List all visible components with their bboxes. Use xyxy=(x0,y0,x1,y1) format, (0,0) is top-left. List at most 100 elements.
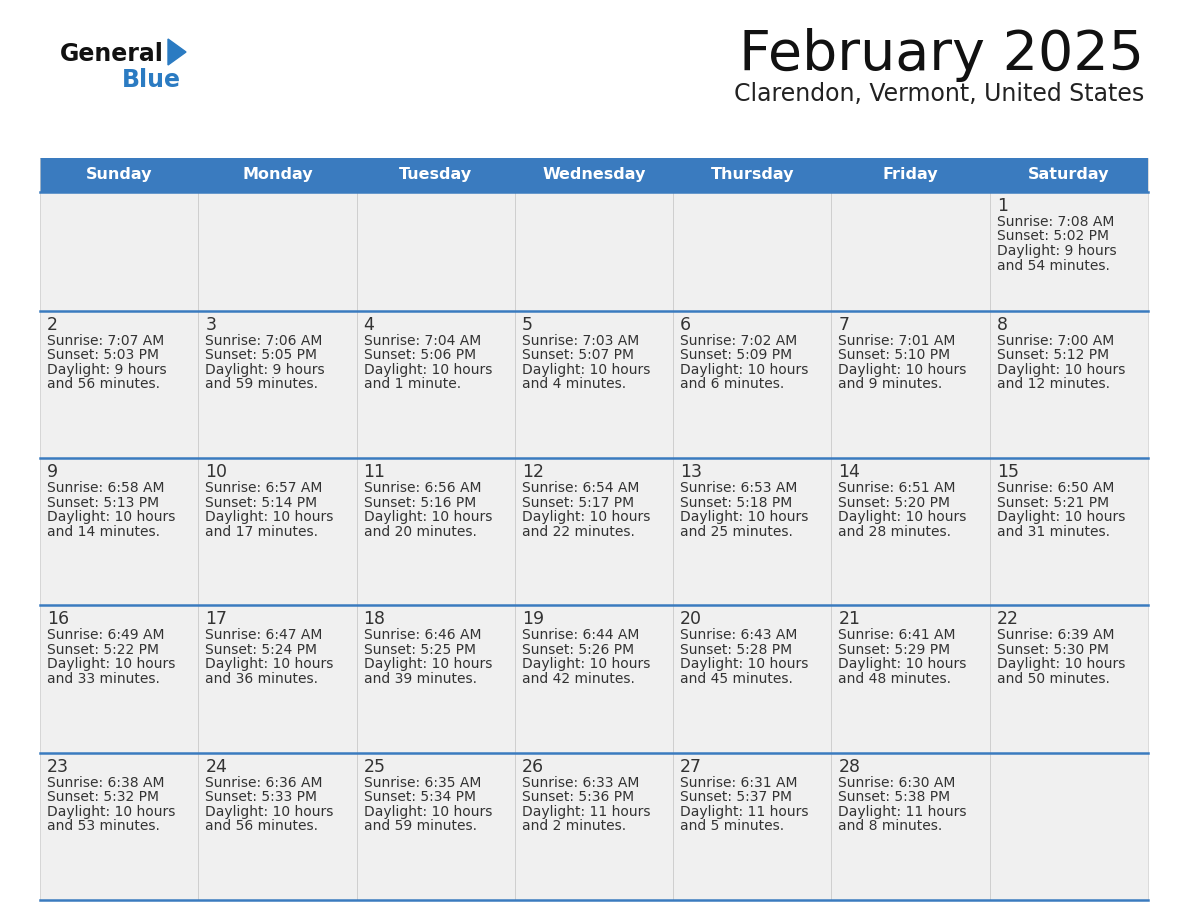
Text: and 36 minutes.: and 36 minutes. xyxy=(206,672,318,686)
Text: Daylight: 10 hours: Daylight: 10 hours xyxy=(681,510,809,524)
Bar xyxy=(356,606,514,753)
Text: 9: 9 xyxy=(48,464,58,481)
Text: Monday: Monday xyxy=(242,167,312,183)
Polygon shape xyxy=(168,39,187,65)
Text: Sunset: 5:30 PM: Sunset: 5:30 PM xyxy=(997,643,1108,657)
Text: 5: 5 xyxy=(522,316,533,334)
Text: 14: 14 xyxy=(839,464,860,481)
Text: and 1 minute.: and 1 minute. xyxy=(364,377,461,391)
Text: Wednesday: Wednesday xyxy=(542,167,646,183)
Text: February 2025: February 2025 xyxy=(739,28,1144,82)
Bar xyxy=(514,753,674,900)
Text: and 56 minutes.: and 56 minutes. xyxy=(48,377,160,391)
Text: Sunset: 5:14 PM: Sunset: 5:14 PM xyxy=(206,496,317,509)
Text: Blue: Blue xyxy=(122,68,181,92)
Text: and 5 minutes.: and 5 minutes. xyxy=(681,819,784,834)
Text: 8: 8 xyxy=(997,316,1007,334)
Text: Sunset: 5:34 PM: Sunset: 5:34 PM xyxy=(364,790,475,804)
Bar xyxy=(674,311,832,458)
Bar xyxy=(990,458,1148,606)
Bar xyxy=(198,311,356,458)
Text: 12: 12 xyxy=(522,464,544,481)
Text: Saturday: Saturday xyxy=(1028,167,1110,183)
Text: Daylight: 10 hours: Daylight: 10 hours xyxy=(364,363,492,377)
Text: and 59 minutes.: and 59 minutes. xyxy=(206,377,318,391)
Text: Tuesday: Tuesday xyxy=(399,167,473,183)
Text: Daylight: 10 hours: Daylight: 10 hours xyxy=(48,657,176,671)
Bar xyxy=(198,753,356,900)
Bar xyxy=(832,458,990,606)
Text: Sunrise: 7:02 AM: Sunrise: 7:02 AM xyxy=(681,334,797,348)
Text: Sunrise: 7:07 AM: Sunrise: 7:07 AM xyxy=(48,334,164,348)
Text: 20: 20 xyxy=(681,610,702,629)
Bar xyxy=(514,311,674,458)
Bar xyxy=(198,192,356,311)
Text: Sunrise: 6:38 AM: Sunrise: 6:38 AM xyxy=(48,776,164,789)
Text: Sunrise: 7:00 AM: Sunrise: 7:00 AM xyxy=(997,334,1114,348)
Text: and 25 minutes.: and 25 minutes. xyxy=(681,525,794,539)
Text: Daylight: 11 hours: Daylight: 11 hours xyxy=(681,805,809,819)
Text: 21: 21 xyxy=(839,610,860,629)
Text: 7: 7 xyxy=(839,316,849,334)
Text: 27: 27 xyxy=(681,757,702,776)
Bar xyxy=(990,192,1148,311)
Text: and 50 minutes.: and 50 minutes. xyxy=(997,672,1110,686)
Text: Sunset: 5:29 PM: Sunset: 5:29 PM xyxy=(839,643,950,657)
Text: Daylight: 10 hours: Daylight: 10 hours xyxy=(364,510,492,524)
Text: and 6 minutes.: and 6 minutes. xyxy=(681,377,784,391)
Text: and 53 minutes.: and 53 minutes. xyxy=(48,819,160,834)
Text: Sunrise: 7:03 AM: Sunrise: 7:03 AM xyxy=(522,334,639,348)
Text: Sunrise: 6:56 AM: Sunrise: 6:56 AM xyxy=(364,481,481,495)
Text: Sunrise: 6:33 AM: Sunrise: 6:33 AM xyxy=(522,776,639,789)
Text: 6: 6 xyxy=(681,316,691,334)
Text: General: General xyxy=(61,42,164,66)
Text: and 56 minutes.: and 56 minutes. xyxy=(206,819,318,834)
Text: and 45 minutes.: and 45 minutes. xyxy=(681,672,794,686)
Text: Sunrise: 6:41 AM: Sunrise: 6:41 AM xyxy=(839,629,956,643)
Text: and 48 minutes.: and 48 minutes. xyxy=(839,672,952,686)
Text: Daylight: 10 hours: Daylight: 10 hours xyxy=(997,657,1125,671)
Text: Sunday: Sunday xyxy=(86,167,152,183)
Text: Sunset: 5:13 PM: Sunset: 5:13 PM xyxy=(48,496,159,509)
Bar xyxy=(356,192,514,311)
Text: and 42 minutes.: and 42 minutes. xyxy=(522,672,634,686)
Text: Daylight: 10 hours: Daylight: 10 hours xyxy=(997,510,1125,524)
Text: and 59 minutes.: and 59 minutes. xyxy=(364,819,476,834)
Text: Sunrise: 6:35 AM: Sunrise: 6:35 AM xyxy=(364,776,481,789)
Text: Daylight: 10 hours: Daylight: 10 hours xyxy=(206,657,334,671)
Text: and 17 minutes.: and 17 minutes. xyxy=(206,525,318,539)
Text: Daylight: 9 hours: Daylight: 9 hours xyxy=(48,363,166,377)
Text: 24: 24 xyxy=(206,757,227,776)
Text: Daylight: 10 hours: Daylight: 10 hours xyxy=(48,805,176,819)
Bar xyxy=(674,458,832,606)
Text: Daylight: 9 hours: Daylight: 9 hours xyxy=(206,363,324,377)
Bar xyxy=(40,311,198,458)
Bar xyxy=(40,753,198,900)
Text: Daylight: 11 hours: Daylight: 11 hours xyxy=(522,805,650,819)
Text: Sunrise: 7:06 AM: Sunrise: 7:06 AM xyxy=(206,334,323,348)
Bar xyxy=(40,606,198,753)
Text: Thursday: Thursday xyxy=(710,167,794,183)
Text: Sunset: 5:21 PM: Sunset: 5:21 PM xyxy=(997,496,1108,509)
Text: Daylight: 9 hours: Daylight: 9 hours xyxy=(997,244,1117,258)
Text: and 14 minutes.: and 14 minutes. xyxy=(48,525,160,539)
Bar xyxy=(514,192,674,311)
Text: 22: 22 xyxy=(997,610,1019,629)
Text: Sunrise: 6:49 AM: Sunrise: 6:49 AM xyxy=(48,629,164,643)
Text: Sunset: 5:09 PM: Sunset: 5:09 PM xyxy=(681,349,792,363)
Text: Sunset: 5:07 PM: Sunset: 5:07 PM xyxy=(522,349,634,363)
Text: Sunrise: 7:08 AM: Sunrise: 7:08 AM xyxy=(997,215,1114,229)
Text: and 9 minutes.: and 9 minutes. xyxy=(839,377,943,391)
Text: Sunrise: 6:44 AM: Sunrise: 6:44 AM xyxy=(522,629,639,643)
Text: Sunset: 5:12 PM: Sunset: 5:12 PM xyxy=(997,349,1108,363)
Text: Sunset: 5:05 PM: Sunset: 5:05 PM xyxy=(206,349,317,363)
Text: and 20 minutes.: and 20 minutes. xyxy=(364,525,476,539)
Bar xyxy=(674,192,832,311)
Text: Daylight: 10 hours: Daylight: 10 hours xyxy=(206,510,334,524)
Text: and 39 minutes.: and 39 minutes. xyxy=(364,672,476,686)
Text: Sunset: 5:24 PM: Sunset: 5:24 PM xyxy=(206,643,317,657)
Text: and 4 minutes.: and 4 minutes. xyxy=(522,377,626,391)
Text: Sunrise: 6:54 AM: Sunrise: 6:54 AM xyxy=(522,481,639,495)
Bar xyxy=(356,311,514,458)
Text: Sunrise: 6:57 AM: Sunrise: 6:57 AM xyxy=(206,481,323,495)
